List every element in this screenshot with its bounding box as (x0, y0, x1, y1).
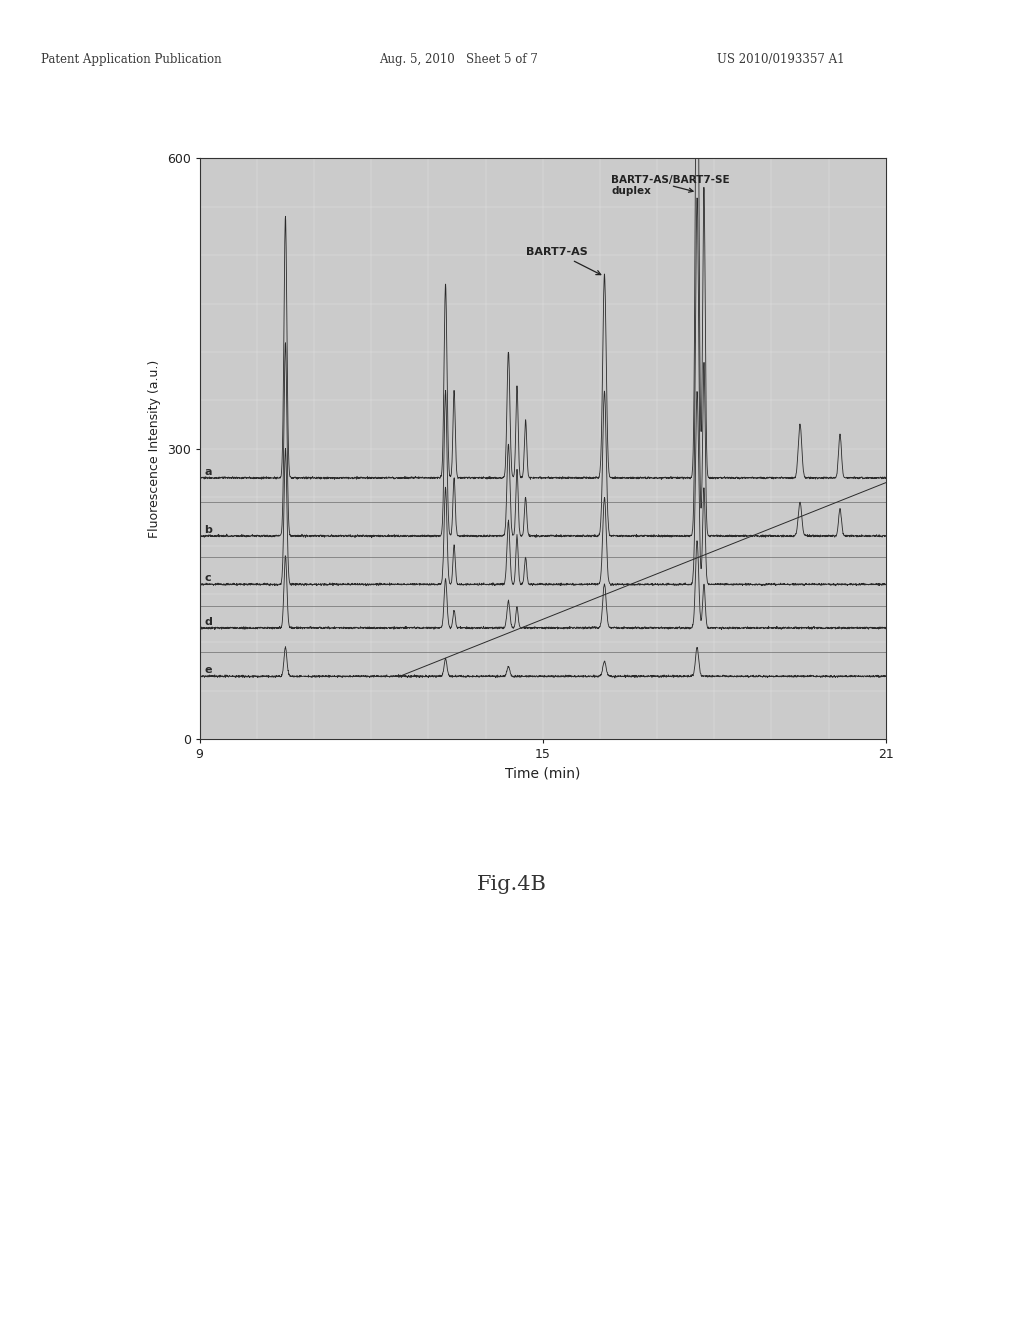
Y-axis label: Fluorescence Intensity (a.u.): Fluorescence Intensity (a.u.) (148, 359, 161, 539)
Text: e: e (204, 665, 212, 676)
Text: Patent Application Publication: Patent Application Publication (41, 53, 221, 66)
X-axis label: Time (min): Time (min) (505, 767, 581, 781)
Text: BART7-AS: BART7-AS (525, 247, 601, 275)
Text: d: d (204, 616, 212, 627)
Text: Fig.4B: Fig.4B (477, 875, 547, 894)
Text: US 2010/0193357 A1: US 2010/0193357 A1 (717, 53, 845, 66)
Text: a: a (204, 467, 212, 477)
Text: b: b (204, 525, 212, 535)
Text: Aug. 5, 2010   Sheet 5 of 7: Aug. 5, 2010 Sheet 5 of 7 (379, 53, 538, 66)
Text: c: c (204, 573, 211, 583)
Text: BART7-AS/BART7-SE
duplex: BART7-AS/BART7-SE duplex (611, 174, 730, 197)
